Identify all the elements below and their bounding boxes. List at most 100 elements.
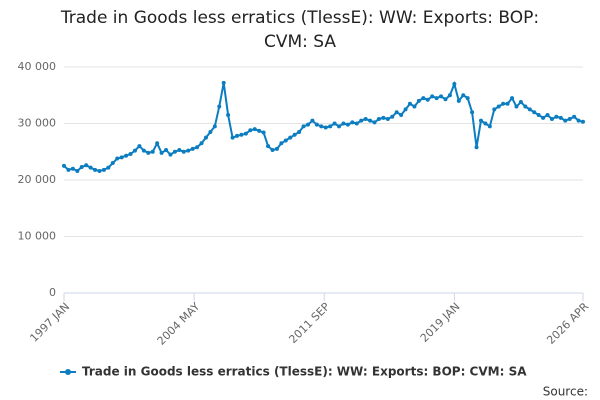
source: Source: <box>543 385 588 399</box>
data-point <box>70 166 75 171</box>
data-point <box>297 129 302 134</box>
data-point <box>385 116 390 121</box>
data-point <box>478 118 483 123</box>
data-point <box>576 118 581 123</box>
data-point <box>203 135 208 140</box>
data-point <box>567 116 572 121</box>
data-point <box>279 141 284 146</box>
data-point <box>75 168 80 173</box>
data-point <box>305 122 310 127</box>
data-point <box>514 104 519 109</box>
data-point <box>403 107 408 112</box>
data-point <box>492 107 497 112</box>
data-point <box>563 118 568 123</box>
data-point <box>416 98 421 103</box>
data-point <box>496 104 501 109</box>
data-point <box>372 120 377 125</box>
data-point <box>177 148 182 153</box>
data-point <box>439 94 444 99</box>
data-point <box>505 101 510 106</box>
data-point <box>558 115 563 120</box>
data-point <box>532 110 537 115</box>
data-point <box>461 93 466 98</box>
x-tick-label: 2011 SEP <box>286 300 332 346</box>
data-point <box>581 119 585 124</box>
data-point <box>159 150 164 155</box>
data-point <box>301 124 306 129</box>
data-point <box>549 116 554 121</box>
data-point <box>363 116 368 121</box>
data-point <box>62 163 66 168</box>
data-point <box>270 148 275 153</box>
data-point <box>243 131 248 136</box>
y-tick-label: 10 000 <box>18 230 57 243</box>
data-point <box>115 156 120 161</box>
data-point <box>536 113 541 118</box>
data-point <box>199 141 204 146</box>
data-point <box>328 124 333 129</box>
data-point <box>195 145 200 150</box>
data-point <box>368 118 373 123</box>
data-point <box>456 98 461 103</box>
data-point <box>310 118 315 123</box>
data-point <box>128 152 133 157</box>
data-point <box>190 146 195 151</box>
data-point <box>186 148 191 153</box>
y-tick-label: 20 000 <box>18 173 57 186</box>
data-point <box>350 120 355 125</box>
data-point <box>93 167 98 172</box>
data-point <box>483 121 488 126</box>
data-point <box>399 113 404 118</box>
data-point <box>132 148 137 153</box>
data-point <box>137 144 142 149</box>
data-point <box>292 132 297 137</box>
data-point <box>443 97 448 102</box>
data-point <box>425 97 430 102</box>
data-point <box>261 130 266 135</box>
data-point <box>252 127 257 132</box>
x-tick-label: 2019 JAN <box>418 300 463 345</box>
data-point <box>266 144 271 149</box>
data-point <box>354 121 359 126</box>
data-point <box>146 150 151 155</box>
data-point <box>474 145 479 150</box>
data-point <box>221 80 226 85</box>
data-point <box>487 124 492 129</box>
data-point <box>164 148 169 153</box>
data-point <box>212 124 217 129</box>
data-point <box>155 141 160 146</box>
y-tick-label: 30 000 <box>18 117 57 130</box>
data-point <box>447 93 452 98</box>
data-point <box>332 121 337 126</box>
data-point <box>572 114 577 119</box>
data-point <box>172 149 177 154</box>
data-point <box>527 107 532 112</box>
data-point <box>168 152 173 157</box>
x-tick-label: 2004 MAY <box>155 300 203 348</box>
data-point <box>248 128 253 133</box>
data-point <box>381 115 386 120</box>
data-point <box>314 122 319 127</box>
data-point <box>217 104 222 109</box>
data-point <box>88 165 93 170</box>
data-point <box>257 128 262 133</box>
data-point <box>376 116 381 121</box>
data-point <box>239 132 244 137</box>
data-point <box>66 167 71 172</box>
data-point <box>124 153 129 158</box>
data-point <box>106 165 111 170</box>
data-point <box>319 124 324 129</box>
data-point <box>288 135 293 140</box>
y-tick-label: 40 000 <box>18 60 57 73</box>
data-point <box>110 161 115 166</box>
series-line <box>63 80 584 173</box>
data-point <box>501 101 506 106</box>
legend-label: Trade in Goods less erratics (TlessE): W… <box>82 365 527 379</box>
data-point <box>323 125 328 130</box>
data-point <box>470 110 475 115</box>
data-point <box>101 167 106 172</box>
data-point <box>359 118 364 123</box>
data-point <box>84 163 89 168</box>
